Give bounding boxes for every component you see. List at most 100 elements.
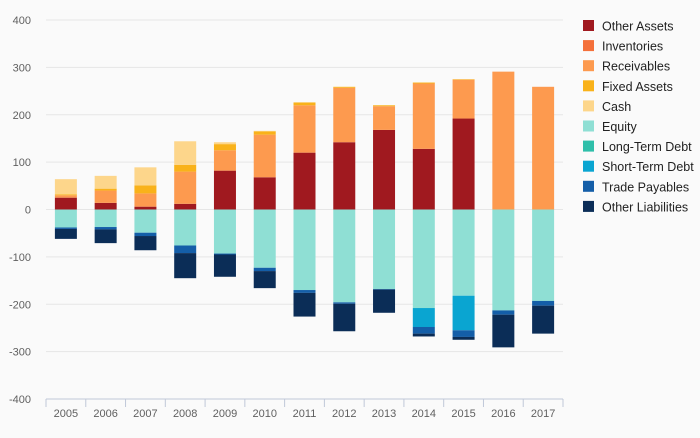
bar-segment[interactable] <box>134 236 157 251</box>
bar-segment[interactable] <box>253 130 276 132</box>
bar-segment[interactable] <box>94 209 117 228</box>
bar-segment[interactable] <box>94 229 117 244</box>
bar-segment[interactable] <box>293 209 316 291</box>
bar-segment[interactable] <box>373 129 396 210</box>
bar-segment[interactable] <box>174 253 197 279</box>
legend-item[interactable]: Other Liabilities <box>583 200 688 214</box>
bar-segment[interactable] <box>452 336 475 340</box>
bar-segment[interactable] <box>134 167 157 186</box>
bar-segment[interactable] <box>213 142 236 145</box>
bar-segment[interactable] <box>174 203 197 210</box>
legend-item[interactable]: Fixed Assets <box>583 80 673 94</box>
legend-item[interactable]: Trade Payables <box>583 180 689 194</box>
bar-segment[interactable] <box>213 170 236 210</box>
bar-segment[interactable] <box>253 267 276 272</box>
bar-segment[interactable] <box>134 185 157 194</box>
bar-segment[interactable] <box>94 188 117 191</box>
bar-segment[interactable] <box>452 209 475 296</box>
bar-segment[interactable] <box>293 152 316 210</box>
bar-segment[interactable] <box>293 290 316 293</box>
bar-segment[interactable] <box>213 144 236 151</box>
bar-segment[interactable] <box>54 209 77 228</box>
bar-segment[interactable] <box>532 209 555 301</box>
legend-swatch <box>583 140 594 152</box>
bar-segment[interactable] <box>412 333 435 337</box>
bar-segment[interactable] <box>253 131 276 135</box>
bar-segment[interactable] <box>54 197 77 210</box>
bar-segment[interactable] <box>54 228 77 239</box>
bar-segment[interactable] <box>492 314 515 348</box>
legend-item[interactable]: Inventories <box>583 40 663 54</box>
bar-segment[interactable] <box>293 102 316 106</box>
bar-segment[interactable] <box>174 209 197 246</box>
bar-segment[interactable] <box>333 302 356 304</box>
x-tick-label: 2012 <box>332 408 356 420</box>
bar-segment[interactable] <box>373 106 396 130</box>
y-tick-label: 0 <box>25 205 31 217</box>
bar-segment[interactable] <box>333 86 356 88</box>
bar-segment[interactable] <box>492 71 515 210</box>
bar-segment[interactable] <box>213 209 236 254</box>
bar-segment[interactable] <box>333 209 356 303</box>
bar-segment[interactable] <box>532 86 555 210</box>
bar-segment[interactable] <box>54 227 77 229</box>
legend-label: Other Liabilities <box>602 200 688 214</box>
bar-segment[interactable] <box>213 253 236 255</box>
bar-segment[interactable] <box>134 209 157 233</box>
legend-label: Short-Term Debt <box>602 160 694 174</box>
bar-segment[interactable] <box>412 326 435 334</box>
bar-segment[interactable] <box>174 245 197 254</box>
bar-segment[interactable] <box>213 254 236 277</box>
legend-swatch <box>583 60 594 72</box>
bar-segment[interactable] <box>412 83 435 149</box>
bar-segment[interactable] <box>452 118 475 210</box>
bar-segment[interactable] <box>492 310 515 315</box>
bar-segment[interactable] <box>412 148 435 210</box>
legend-item[interactable]: Short-Term Debt <box>583 160 694 174</box>
legend-label: Fixed Assets <box>602 80 673 94</box>
bar-segment[interactable] <box>412 209 435 309</box>
bar-segment[interactable] <box>452 79 475 80</box>
bar-segment[interactable] <box>54 179 77 195</box>
legend-item[interactable]: Other Assets <box>583 20 674 34</box>
bar-segment[interactable] <box>174 164 197 172</box>
bar-segment[interactable] <box>373 209 396 290</box>
bar-segment[interactable] <box>333 142 356 210</box>
bar-segment[interactable] <box>94 175 117 189</box>
bar-segment[interactable] <box>253 134 276 178</box>
legend-item[interactable]: Receivables <box>583 60 670 74</box>
bar-segment[interactable] <box>94 227 117 230</box>
bar-segment[interactable] <box>293 292 316 317</box>
bar-segment[interactable] <box>412 82 435 84</box>
bar-segment[interactable] <box>134 232 157 237</box>
bar-segment[interactable] <box>373 289 396 313</box>
bar-segment[interactable] <box>532 305 555 334</box>
bar-segment[interactable] <box>174 141 197 165</box>
bar-segment[interactable] <box>532 300 555 306</box>
bar-segment[interactable] <box>492 209 515 311</box>
legend[interactable]: Other Assets Inventories Receivables Fixed … <box>583 20 694 215</box>
legend-item[interactable]: Cash <box>583 100 631 114</box>
bar-segment[interactable] <box>134 206 157 210</box>
bar-segment[interactable] <box>94 202 117 210</box>
bar-segment[interactable] <box>94 190 117 203</box>
legend-item[interactable]: Long-Term Debt <box>583 140 692 154</box>
bar-segment[interactable] <box>253 177 276 210</box>
bar-segment[interactable] <box>373 289 396 290</box>
bar-segment[interactable] <box>174 171 197 204</box>
bar-segment[interactable] <box>54 194 77 196</box>
legend-item[interactable]: Equity <box>583 120 637 134</box>
bar-segment[interactable] <box>134 193 157 207</box>
bar-segment[interactable] <box>293 105 316 153</box>
bar-segment[interactable] <box>452 330 475 337</box>
bar-segment[interactable] <box>412 308 435 327</box>
bar-segment[interactable] <box>452 79 475 119</box>
bar-segment[interactable] <box>333 87 356 143</box>
bar-segment[interactable] <box>452 295 475 331</box>
bar-segment[interactable] <box>373 105 396 107</box>
bar-segment[interactable] <box>54 195 77 198</box>
bar-segment[interactable] <box>333 303 356 332</box>
bar-segment[interactable] <box>253 271 276 289</box>
bar-segment[interactable] <box>253 209 276 268</box>
bar-segment[interactable] <box>213 150 236 171</box>
